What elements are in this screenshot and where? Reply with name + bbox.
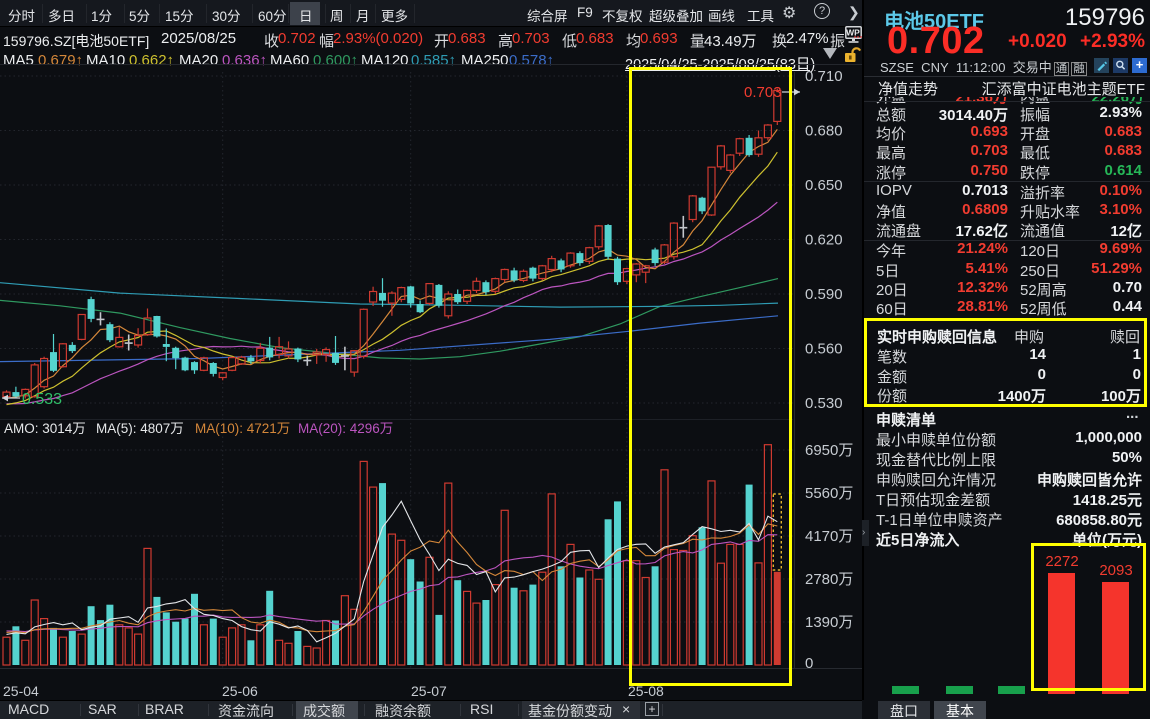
svg-text:0.590: 0.590	[805, 286, 843, 303]
svg-text:0.560: 0.560	[805, 341, 843, 358]
svg-text:0.703: 0.703	[744, 84, 782, 101]
svg-text:MA(5): 4807万: MA(5): 4807万	[96, 421, 184, 436]
svg-text:0.650: 0.650	[805, 177, 843, 194]
svg-text:1390万: 1390万	[805, 614, 853, 631]
svg-text:4170万: 4170万	[805, 528, 853, 545]
svg-text:25-08: 25-08	[628, 683, 664, 699]
svg-text:2780万: 2780万	[805, 571, 853, 588]
svg-text:0.530: 0.530	[805, 395, 843, 412]
svg-text:0.620: 0.620	[805, 232, 843, 249]
svg-text:MA(10): 4721万: MA(10): 4721万	[195, 421, 290, 436]
svg-text:0: 0	[805, 655, 813, 672]
svg-text:5560万: 5560万	[805, 485, 853, 502]
svg-text:6950万: 6950万	[805, 442, 853, 459]
svg-text:AMO: 3014万: AMO: 3014万	[4, 421, 86, 436]
svg-text:WP: WP	[846, 28, 860, 38]
svg-text:0.533: 0.533	[22, 391, 62, 408]
svg-text:25-04: 25-04	[3, 683, 39, 699]
svg-text:0.710: 0.710	[805, 68, 843, 85]
svg-text:MA(20): 4296万: MA(20): 4296万	[298, 421, 393, 436]
svg-text:25-06: 25-06	[222, 683, 258, 699]
svg-text:0.680: 0.680	[805, 123, 843, 140]
svg-text:25-07: 25-07	[411, 683, 447, 699]
